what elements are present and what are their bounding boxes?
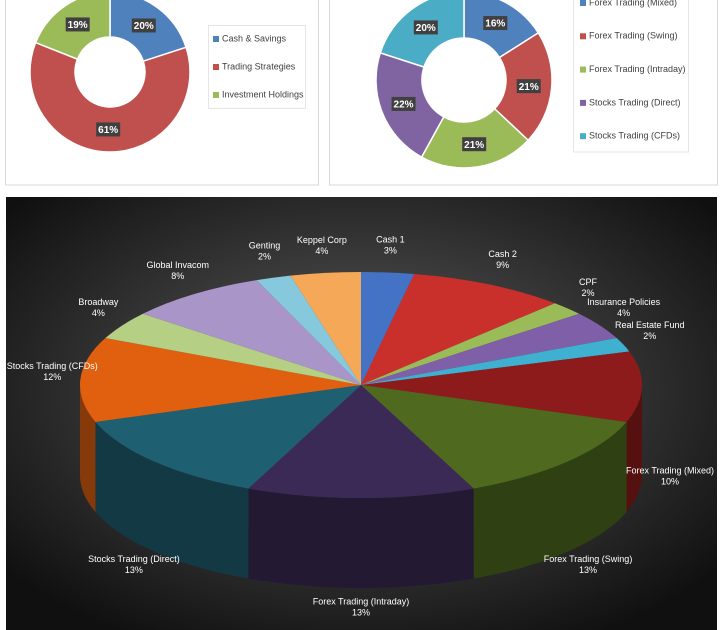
data-label-name: Broadway	[78, 297, 119, 307]
pie-slice	[80, 338, 361, 422]
data-label-box	[413, 20, 438, 35]
legend-label: Trading Strategies	[222, 61, 296, 71]
legend-label: Investment Holdings	[222, 89, 304, 99]
data-label-name: Forex Trading (Intraday)	[313, 597, 410, 607]
legend-label: Forex Trading (Mixed)	[589, 0, 677, 7]
legend-swatch	[213, 64, 219, 70]
legend-frame	[573, 0, 689, 153]
data-label: 13%	[579, 565, 597, 575]
data-label-name: CPF	[579, 277, 598, 287]
data-label: 20%	[416, 23, 436, 34]
data-label: 16%	[485, 19, 505, 30]
legend-swatch	[213, 92, 219, 98]
slice-side	[626, 385, 642, 512]
data-label: 21%	[519, 82, 539, 93]
slice-side	[248, 488, 474, 588]
data-label: 13%	[125, 565, 143, 575]
pie-slice	[105, 313, 362, 385]
pie-slice	[248, 385, 474, 498]
pie-slice	[95, 385, 361, 489]
data-label: 13%	[352, 608, 370, 618]
data-label: 19%	[68, 20, 88, 31]
data-label: 2%	[643, 331, 656, 341]
pie-slice	[361, 338, 630, 385]
pie-slice	[290, 272, 361, 385]
slice-side	[95, 421, 249, 579]
pie-slice	[361, 274, 555, 385]
legend-swatch	[213, 36, 219, 42]
data-label-name: Genting	[249, 241, 281, 251]
legend-swatch	[580, 0, 586, 6]
data-label-box	[462, 137, 487, 152]
data-label-name: Cash 1	[376, 235, 405, 245]
legend-swatch	[580, 66, 586, 73]
pie-slice	[361, 272, 415, 385]
data-label-name: Forex Trading (Swing)	[544, 554, 633, 564]
data-label: 21%	[464, 140, 484, 151]
data-label-name: Cash 2	[488, 249, 517, 259]
pie-slice	[256, 275, 361, 385]
legend-swatch	[580, 99, 586, 106]
data-label-box	[65, 17, 90, 32]
data-label: 2%	[582, 288, 595, 298]
legend-swatch	[580, 33, 586, 40]
data-label: 10%	[661, 476, 679, 486]
pie-slice	[361, 351, 642, 422]
data-label: 22%	[394, 100, 414, 111]
pie-slice	[361, 303, 580, 385]
data-label: 4%	[315, 246, 328, 256]
slice-side	[80, 385, 96, 512]
pie-slice	[361, 385, 627, 489]
data-label: 4%	[617, 308, 630, 318]
data-label: 4%	[92, 308, 105, 318]
data-label: 2%	[258, 252, 271, 262]
data-label-name: Real Estate Fund	[615, 320, 685, 330]
legend-label: Forex Trading (Intraday)	[589, 64, 686, 74]
slice-side	[473, 421, 627, 579]
data-label-box	[131, 18, 156, 33]
data-label-box	[516, 79, 541, 94]
data-label: 20%	[134, 21, 154, 32]
legend-label: Forex Trading (Swing)	[589, 31, 678, 41]
legend-label: Stocks Trading (Direct)	[589, 97, 681, 107]
pie-slice	[142, 280, 361, 385]
donut-slice	[29, 41, 191, 153]
data-label: 8%	[171, 271, 184, 281]
data-label-name: Global Invacom	[146, 260, 209, 270]
data-label: 9%	[496, 260, 509, 270]
pie-slice	[361, 313, 617, 385]
data-label-name: Keppel Corp	[297, 235, 347, 245]
data-label-name: Forex Trading (Mixed)	[626, 465, 714, 475]
data-label-name: Stocks Trading (Direct)	[88, 554, 180, 564]
data-label-box	[96, 122, 121, 137]
data-label-name: Insurance Policies	[587, 297, 661, 307]
data-label: 12%	[43, 372, 61, 382]
data-label-box	[483, 16, 508, 31]
data-label-box	[391, 96, 416, 111]
legend-swatch	[580, 133, 586, 140]
data-label: 61%	[98, 125, 118, 136]
legend-label: Cash & Savings	[222, 33, 287, 43]
legend-label: Stocks Trading (CFDs)	[589, 131, 680, 141]
legend-frame	[208, 25, 306, 109]
data-label: 3%	[384, 246, 397, 256]
data-label-name: Stocks Trading (CFDs)	[7, 361, 98, 371]
